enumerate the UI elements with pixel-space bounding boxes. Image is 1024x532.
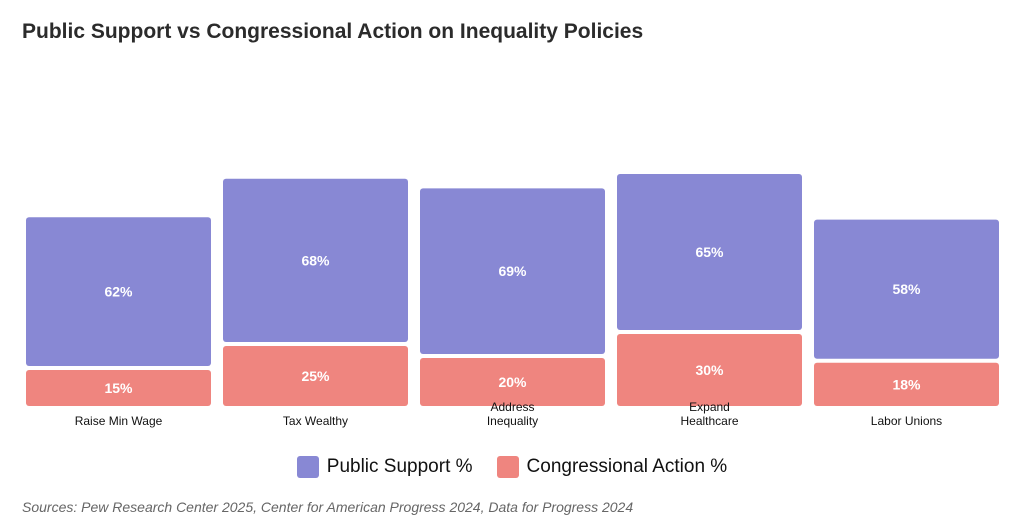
legend-label-congressional-action: Congressional Action % (526, 456, 728, 477)
chart-legend: Public Support % Congressional Action % (0, 456, 1024, 478)
bar-value-label: 69% (498, 263, 527, 279)
legend-item-congressional-action[interactable]: Congressional Action % (496, 456, 728, 478)
category-label: Raise Min Wage (75, 414, 163, 428)
chart-title: Public Support vs Congressional Action o… (22, 20, 644, 43)
bar-value-label: 68% (301, 252, 330, 268)
bar-public-support (814, 219, 999, 359)
bar-congressional-action (420, 358, 605, 406)
chart-source-note: Sources: Pew Research Center 2025, Cente… (22, 499, 634, 515)
bar-value-label: 18% (892, 376, 921, 392)
bar-congressional-action (223, 346, 408, 406)
bar-value-label: 15% (104, 380, 133, 396)
legend-swatch-public-support (296, 456, 319, 478)
category-label: Inequality (487, 414, 538, 428)
bar-value-label: 65% (695, 244, 724, 260)
bar-public-support (223, 178, 408, 342)
bar-value-label: 20% (498, 374, 527, 390)
category-label: Healthcare (680, 414, 738, 428)
bar-congressional-action (26, 370, 211, 406)
category-label: Expand (689, 400, 730, 414)
category-label: Tax Wealthy (283, 414, 348, 428)
category-label: Address (490, 400, 534, 414)
bar-congressional-action (617, 334, 802, 406)
bar-public-support (420, 188, 605, 354)
category-label: Labor Unions (871, 414, 942, 428)
legend-label-public-support: Public Support % (326, 456, 473, 477)
stacked-bar-chart: 15% 62% Raise Min Wage 25% 68% Tax Wealthy 20%… (26, 174, 999, 428)
bar-public-support (617, 174, 802, 330)
bar-value-label: 58% (892, 281, 921, 297)
bar-value-label: 62% (104, 284, 133, 300)
bar-value-label: 25% (301, 368, 330, 384)
legend-item-public-support[interactable]: Public Support % (296, 456, 473, 478)
bar-congressional-action (814, 362, 999, 406)
bar-public-support (26, 217, 211, 366)
bar-value-label: 30% (695, 362, 724, 378)
legend-swatch-congressional-action (496, 456, 519, 478)
